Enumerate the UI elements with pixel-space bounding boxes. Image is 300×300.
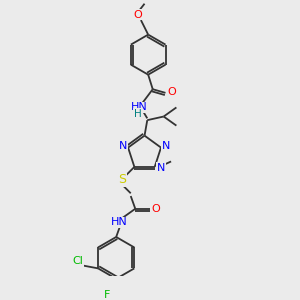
Text: N: N: [118, 141, 127, 151]
Text: F: F: [104, 290, 110, 300]
Text: HN: HN: [131, 102, 148, 112]
Text: H: H: [134, 109, 142, 119]
Text: S: S: [118, 173, 126, 186]
Text: O: O: [167, 87, 176, 97]
Text: Cl: Cl: [73, 256, 83, 266]
Text: N: N: [157, 163, 165, 173]
Text: O: O: [152, 204, 161, 214]
Text: O: O: [134, 10, 142, 20]
Text: HN: HN: [110, 218, 127, 227]
Text: N: N: [162, 141, 171, 151]
